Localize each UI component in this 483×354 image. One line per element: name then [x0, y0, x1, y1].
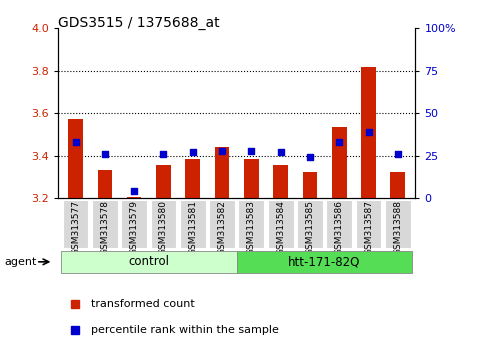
Bar: [98, 170, 112, 198]
Point: [247, 148, 255, 154]
Text: GSM313581: GSM313581: [188, 200, 197, 255]
Bar: [121, 200, 147, 248]
Bar: [151, 200, 176, 248]
Text: GSM313588: GSM313588: [393, 200, 402, 255]
Text: GSM313582: GSM313582: [217, 200, 227, 255]
Bar: [185, 159, 200, 198]
Point: [130, 189, 138, 194]
Bar: [302, 172, 317, 198]
Bar: [361, 67, 376, 198]
Point: [394, 151, 402, 157]
Bar: [332, 127, 346, 198]
Point: [71, 139, 79, 145]
Point: [159, 151, 167, 157]
Bar: [239, 200, 264, 248]
Text: GDS3515 / 1375688_at: GDS3515 / 1375688_at: [58, 16, 220, 30]
Point: [306, 155, 314, 160]
Text: GSM313586: GSM313586: [335, 200, 344, 255]
Text: agent: agent: [5, 257, 37, 267]
Point: [365, 129, 372, 135]
Bar: [215, 147, 229, 198]
Bar: [180, 200, 206, 248]
Bar: [68, 119, 83, 198]
Bar: [297, 200, 323, 248]
Bar: [385, 200, 411, 248]
Text: GSM313583: GSM313583: [247, 200, 256, 255]
Bar: [273, 165, 288, 198]
Text: GSM313587: GSM313587: [364, 200, 373, 255]
Bar: [355, 200, 382, 248]
Bar: [61, 251, 237, 273]
Bar: [127, 197, 142, 198]
Text: transformed count: transformed count: [91, 298, 195, 309]
Point: [277, 149, 284, 155]
Text: GSM313579: GSM313579: [129, 200, 139, 255]
Bar: [244, 159, 258, 198]
Text: htt-171-82Q: htt-171-82Q: [288, 255, 361, 268]
Bar: [209, 200, 235, 248]
Point: [335, 139, 343, 145]
Point: [189, 149, 197, 155]
Text: GSM313577: GSM313577: [71, 200, 80, 255]
Text: percentile rank within the sample: percentile rank within the sample: [91, 325, 279, 335]
Bar: [327, 200, 352, 248]
Text: GSM313580: GSM313580: [159, 200, 168, 255]
Text: control: control: [128, 255, 169, 268]
Bar: [63, 200, 88, 248]
Point: [101, 151, 109, 157]
Bar: [390, 172, 405, 198]
Text: GSM313585: GSM313585: [305, 200, 314, 255]
Bar: [156, 165, 171, 198]
Bar: [237, 251, 412, 273]
Point: [218, 148, 226, 154]
Bar: [268, 200, 294, 248]
Text: GSM313578: GSM313578: [100, 200, 109, 255]
Text: GSM313584: GSM313584: [276, 200, 285, 255]
Bar: [92, 200, 118, 248]
